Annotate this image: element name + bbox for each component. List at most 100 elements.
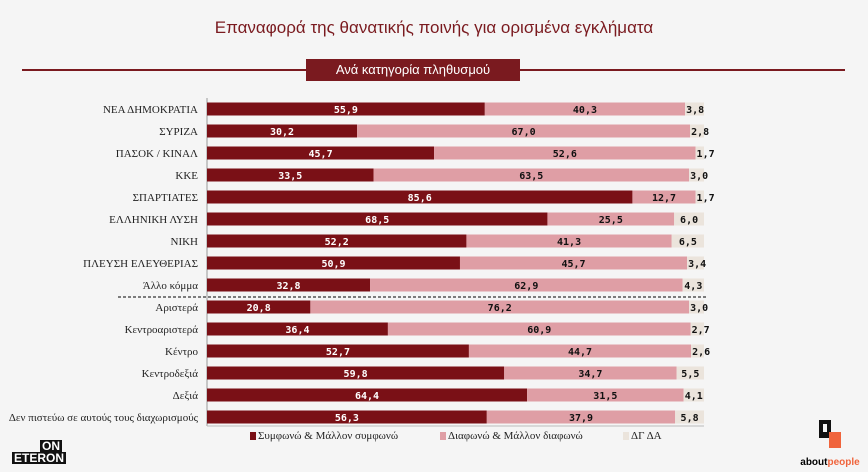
data-label: 6,0 (680, 215, 698, 226)
legend-item-agree: Συμφωνώ & Μάλλον συμφωνώ (250, 430, 398, 442)
bar-segment-dk (687, 256, 704, 270)
legend-label: Συμφωνώ & Μάλλον συμφωνώ (258, 430, 399, 442)
bar-segment-agree (207, 190, 633, 204)
data-label: 52,2 (325, 237, 349, 248)
data-label: 52,6 (553, 149, 577, 160)
legend-swatch (623, 432, 629, 440)
category-label: ΝΙΚΗ (171, 236, 199, 248)
data-label: 30,2 (270, 127, 294, 138)
bar-segment-dk (691, 344, 704, 358)
data-label: 6,5 (679, 237, 697, 248)
category-label: Δεξιά (173, 390, 199, 402)
bar-segment-agree (207, 366, 505, 380)
data-label: 67,0 (512, 127, 536, 138)
bar-segment-agree (207, 146, 435, 160)
data-label: 50,9 (321, 259, 345, 270)
data-label: 1,7 (697, 149, 715, 160)
bar-segment-disagree (466, 234, 672, 248)
data-label: 41,3 (557, 237, 581, 248)
bar-segment-dk (676, 366, 704, 380)
bar-segment-disagree (370, 278, 683, 292)
chart-subtitle: Ανά κατηγορία πληθυσμού (306, 59, 520, 81)
bar-segment-agree (207, 278, 371, 292)
bar-segment-agree (207, 322, 388, 336)
data-label: 45,7 (561, 259, 585, 270)
data-label: 44,7 (568, 347, 592, 358)
bar-segment-disagree (486, 410, 676, 424)
data-label: 63,5 (519, 171, 543, 182)
data-label: 62,9 (514, 281, 538, 292)
category-label: Κέντρο (165, 346, 198, 358)
bar-segment-disagree (373, 168, 690, 182)
data-label: 4,3 (684, 281, 702, 292)
bar-segment-dk (685, 102, 704, 116)
data-label: 40,3 (573, 105, 597, 116)
legend-swatch (440, 432, 446, 440)
data-label: 3,4 (688, 259, 706, 270)
data-label: 3,0 (690, 303, 708, 314)
data-label: 68,5 (365, 215, 389, 226)
data-label: 45,7 (309, 149, 333, 160)
bar-segment-agree (207, 102, 485, 116)
legend-item-disagree: Διαφωνώ & Μάλλον διαφωνώ (440, 430, 583, 442)
bar-segment-agree (207, 212, 548, 226)
data-label: 34,7 (578, 369, 602, 380)
category-label: ΣΠΑΡΤΙΑΤΕΣ (133, 192, 198, 204)
bar-segment-dk (671, 234, 704, 248)
legend-label: Διαφωνώ & Μάλλον διαφωνώ (448, 430, 583, 442)
data-label: 2,8 (691, 127, 709, 138)
category-label: Άλλο κόμμα (143, 280, 198, 292)
bar-segment-disagree (504, 366, 677, 380)
legend-item-dk: ΔΓ ΔΑ (623, 430, 662, 442)
bar-segment-dk (683, 388, 704, 402)
category-label: ΠΛΕΥΣΗ ΕΛΕΥΘΕΡΙΑΣ (83, 258, 198, 270)
data-label: 85,6 (408, 193, 432, 204)
data-label: 59,8 (344, 369, 368, 380)
bar-segment-disagree (459, 256, 688, 270)
aboutpeople-logo: aboutpeople (800, 420, 860, 468)
data-label: 55,9 (334, 105, 358, 116)
data-label: 5,5 (681, 369, 699, 380)
bar-segment-disagree (387, 322, 691, 336)
bar-segment-agree (207, 300, 311, 314)
bar-segment-agree (207, 410, 487, 424)
bar-segment-disagree (484, 102, 686, 116)
category-label: ΚΚΕ (175, 170, 198, 182)
category-label: Αριστερά (155, 302, 198, 314)
bar-segment-agree (207, 124, 358, 138)
data-label: 3,8 (686, 105, 704, 116)
category-label: Κεντροαριστερά (125, 324, 199, 336)
data-label: 37,9 (569, 413, 593, 424)
aboutpeople-icon (819, 420, 841, 448)
data-label: 25,5 (599, 215, 623, 226)
on-eteron-logo: ON ETERON (12, 439, 67, 465)
data-label: 1,7 (697, 193, 715, 204)
bar-segment-dk (690, 124, 704, 138)
legend-swatch (250, 432, 256, 440)
bar-segment-agree (207, 234, 467, 248)
bar-segment-dk (682, 278, 704, 292)
bar-segment-dk (695, 146, 704, 160)
category-label: Δεν πιστεύω σε αυτούς τους διαχωρισμούς (9, 412, 199, 424)
bar-segment-disagree (547, 212, 675, 226)
bar-segment-disagree (468, 344, 692, 358)
data-label: 2,6 (692, 347, 710, 358)
category-label: Κεντροδεξιά (142, 368, 199, 380)
legend-label: ΔΓ ΔΑ (631, 430, 662, 442)
data-label: 12,7 (652, 193, 676, 204)
data-label: 4,1 (685, 391, 703, 402)
data-label: 3,0 (690, 171, 708, 182)
bar-segment-dk (695, 190, 704, 204)
bar-segment-dk (689, 300, 704, 314)
bar-segment-dk (675, 410, 704, 424)
bar-segment-agree (207, 256, 460, 270)
bar-segment-agree (207, 344, 469, 358)
bar-segment-agree (207, 388, 528, 402)
data-label: 32,8 (276, 281, 300, 292)
chart-title: Επαναφορά της θανατικής ποινής για ορισμ… (214, 18, 654, 37)
data-label: 64,4 (355, 391, 379, 402)
data-label: 33,5 (278, 171, 302, 182)
data-label: 20,8 (247, 303, 271, 314)
data-label: 52,7 (326, 347, 350, 358)
